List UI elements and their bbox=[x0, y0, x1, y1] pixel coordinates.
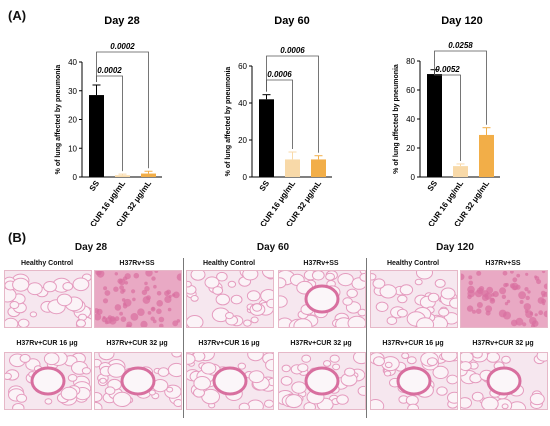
chart1-y-axis-label: % of lung affected by pneumonia bbox=[55, 65, 62, 175]
histology-caption: H37Rv+CUR 16 μg bbox=[16, 340, 78, 347]
histology-micrograph bbox=[460, 270, 548, 328]
chart1-p-value-label: 0.0002 bbox=[97, 66, 122, 75]
chart2-y-tick-label: 40 bbox=[238, 99, 247, 108]
histology-caption: H37Rv+CUR 16 μg bbox=[382, 340, 444, 347]
histology-caption: H37Rv+CUR 16 μg bbox=[198, 340, 260, 347]
chart2-p-value-label: 0.0006 bbox=[267, 70, 292, 79]
chart2-significance-bracket bbox=[266, 55, 319, 153]
histology-micrograph bbox=[94, 352, 182, 410]
chart3-title: Day 120 bbox=[441, 15, 483, 27]
chart3-p-value-label: 0.0258 bbox=[448, 41, 473, 50]
chart3-y-tick-label: 80 bbox=[406, 57, 415, 66]
histology-micrograph bbox=[370, 270, 458, 328]
histology-micrograph bbox=[94, 270, 182, 328]
bar-charts: Day 28 0 10 20 30 40 % of lung affected by pne… bbox=[55, 15, 500, 226]
chart1-y-tick-label: 30 bbox=[68, 87, 77, 96]
histology-micrograph bbox=[186, 270, 274, 328]
histology-caption: H37Rv+CUR 32 μg bbox=[472, 340, 534, 347]
chart1-p-value-label: 0.0002 bbox=[110, 42, 135, 51]
chart2-bar bbox=[311, 159, 326, 177]
group-divider bbox=[366, 258, 367, 418]
chart2-p-value-label: 0.0006 bbox=[280, 46, 305, 55]
chart2-y-tick-label: 60 bbox=[238, 62, 247, 71]
histology-panel: Day 28 Healthy Control H37Rv+SS H37Rv+CUR 1… bbox=[0, 240, 550, 426]
chart3-y-axis-label: % of lung affected by pneumonia bbox=[393, 64, 400, 174]
chart3-significance-bracket bbox=[434, 66, 461, 161]
histology-caption: H37Rv+SS bbox=[119, 260, 155, 267]
histology-caption: H37Rv+SS bbox=[303, 260, 339, 267]
histology-day-title: Day 60 bbox=[256, 242, 290, 253]
chart2-bar bbox=[259, 99, 274, 177]
chart2-y-axis-label: % of lung affected by pneumonia bbox=[225, 67, 232, 177]
chart1-bar bbox=[115, 175, 130, 177]
chart1-bar bbox=[141, 173, 156, 177]
chart3-y-tick-label: 20 bbox=[406, 144, 415, 153]
chart2-bar bbox=[285, 159, 300, 177]
chart3-significance-bracket bbox=[434, 50, 487, 125]
histology-caption: H37Rv+SS bbox=[485, 260, 521, 267]
chart3-y-tick-label: 40 bbox=[406, 115, 415, 124]
histology-caption: Healthy Control bbox=[202, 260, 256, 267]
chart3-bar bbox=[453, 166, 468, 177]
group-divider bbox=[183, 258, 184, 418]
histology-micrograph bbox=[460, 352, 548, 410]
chart1-significance-bracket bbox=[96, 51, 149, 169]
chart1-x-tick-label: SS bbox=[88, 178, 102, 192]
chart2-y-tick-label: 20 bbox=[238, 136, 247, 145]
histology-micrograph bbox=[4, 270, 92, 328]
histology-micrograph bbox=[4, 352, 92, 410]
histology-day-title: Day 120 bbox=[436, 242, 474, 253]
histology-caption: H37Rv+CUR 32 μg bbox=[106, 340, 168, 347]
histology-micrograph bbox=[278, 352, 366, 410]
chart2-title: Day 60 bbox=[274, 15, 309, 27]
histology-micrograph bbox=[370, 352, 458, 410]
panel-a-label: (A) bbox=[8, 8, 27, 23]
histology-caption: Healthy Control bbox=[386, 260, 440, 267]
chart2-x-tick-label: SS bbox=[258, 178, 272, 192]
chart1-bar bbox=[89, 95, 104, 177]
histology-day-title: Day 28 bbox=[74, 242, 108, 253]
histology-caption: H37Rv+CUR 32 μg bbox=[290, 340, 352, 347]
chart3-y-tick-label: 0 bbox=[411, 173, 416, 182]
chart2-y-tick-label: 0 bbox=[243, 173, 248, 182]
chart1-title: Day 28 bbox=[104, 15, 139, 27]
chart1-y-tick-label: 20 bbox=[68, 116, 77, 125]
histology-micrograph bbox=[186, 352, 274, 410]
panel-b-label: (B) bbox=[8, 230, 27, 245]
chart1-y-tick-label: 40 bbox=[68, 58, 77, 67]
chart3-bar bbox=[427, 74, 442, 177]
histology-micrograph bbox=[278, 270, 366, 328]
chart3-y-tick-label: 60 bbox=[406, 86, 415, 95]
chart3-x-tick-label: SS bbox=[426, 178, 440, 192]
histology-caption: Healthy Control bbox=[20, 260, 74, 267]
chart3-bar bbox=[479, 134, 494, 177]
chart1-y-tick-label: 10 bbox=[68, 144, 77, 153]
chart1-y-tick-label: 0 bbox=[73, 173, 78, 182]
chart3-p-value-label: 0.0052 bbox=[435, 65, 460, 74]
